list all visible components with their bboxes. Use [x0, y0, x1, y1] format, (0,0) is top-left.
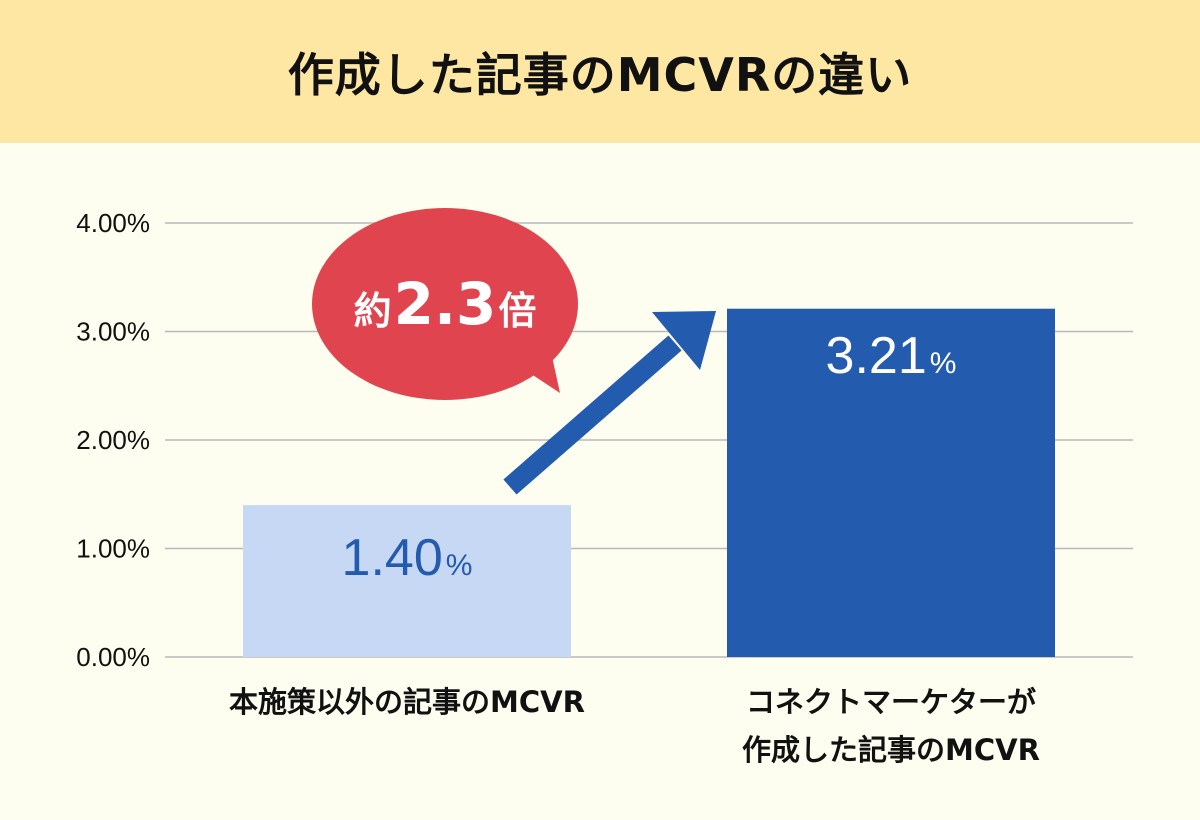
- bar-value-label: 3.21%: [826, 327, 957, 385]
- value-number: 1.40: [342, 529, 443, 587]
- bar-value-label: 1.40%: [342, 529, 473, 587]
- callout-bubble: 約2.3倍: [312, 208, 578, 400]
- y-tick-label: 1.00%: [76, 534, 150, 564]
- y-tick-label: 3.00%: [76, 317, 150, 347]
- x-category-label: コネクトマーケターが: [746, 685, 1036, 719]
- bubble-body: [312, 208, 578, 400]
- callout-suffix: 倍: [498, 289, 536, 333]
- value-number: 3.21: [826, 327, 927, 385]
- arrow-shaft: [503, 335, 682, 495]
- callout-text: 約2.3倍: [354, 270, 537, 338]
- title-banner: 作成した記事のMCVRの違い: [0, 0, 1200, 143]
- bar: [727, 308, 1055, 657]
- x-category-label: 作成した記事のMCVR: [742, 733, 1040, 767]
- x-category-label: 本施策以外の記事のMCVR: [229, 685, 585, 719]
- arrow-head: [652, 311, 716, 370]
- chart-title: 作成した記事のMCVRの違い: [287, 47, 913, 102]
- y-tick-label: 0.00%: [76, 642, 150, 672]
- y-tick-label: 2.00%: [76, 425, 150, 455]
- value-unit: %: [930, 347, 957, 380]
- callout-value: 2.3: [394, 270, 497, 338]
- trend-arrow: [503, 311, 716, 495]
- value-unit: %: [446, 549, 473, 582]
- callout-prefix: 約: [354, 289, 392, 333]
- bar: [243, 505, 571, 657]
- y-tick-label: 4.00%: [76, 208, 150, 238]
